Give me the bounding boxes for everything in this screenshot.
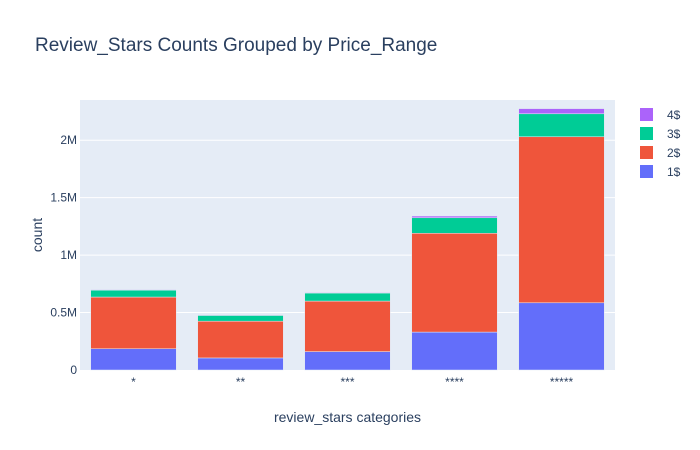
legend-label[interactable]: 3$: [667, 127, 681, 141]
bar-2-series-2[interactable]: [197, 320, 284, 359]
bar-4-series-2[interactable]: [411, 233, 498, 333]
bar-1-series-3[interactable]: [90, 289, 177, 298]
x-axis-title: review_stars categories: [274, 409, 421, 425]
legend-swatch-3[interactable]: [640, 127, 653, 140]
x-tick-label: ***: [340, 375, 354, 389]
y-tick-labels: 0 0.5M 1M 1.5M 2M: [50, 133, 77, 377]
y-tick-label: 1.5M: [50, 191, 77, 205]
legend-label[interactable]: 1$: [667, 165, 681, 179]
bar-3-series-1[interactable]: [304, 351, 391, 371]
bar-4-series-1[interactable]: [411, 331, 498, 371]
bar-3-series-2[interactable]: [304, 300, 391, 352]
bar-2-series-4[interactable]: [197, 314, 284, 316]
x-tick-labels: * ** *** **** *****: [131, 375, 573, 389]
y-tick-label: 0: [70, 363, 77, 377]
x-tick-label: *****: [550, 375, 574, 389]
chart-title: Review_Stars Counts Grouped by Price_Ran…: [35, 35, 437, 56]
bar-5-series-4[interactable]: [518, 108, 605, 115]
bar-5-series-1[interactable]: [518, 302, 605, 371]
x-tick-label: **: [236, 375, 246, 389]
bar-5-series-3[interactable]: [518, 113, 605, 138]
bar-1-series-4[interactable]: [90, 289, 177, 291]
y-axis-title: count: [29, 218, 45, 252]
legend-swatch-2[interactable]: [640, 146, 653, 159]
legend-swatch-4[interactable]: [640, 108, 653, 121]
bar-3-series-4[interactable]: [304, 292, 391, 294]
bar-2-series-1[interactable]: [197, 357, 284, 371]
bar-1-series-2[interactable]: [90, 296, 177, 349]
bar-3-series-3[interactable]: [304, 292, 391, 302]
bar-4-series-4[interactable]: [411, 215, 498, 219]
bar-1-series-1[interactable]: [90, 348, 177, 371]
bar-5-series-2[interactable]: [518, 136, 605, 304]
legend-swatch-1[interactable]: [640, 165, 653, 178]
bar-2-series-3[interactable]: [197, 315, 284, 322]
y-tick-label: 2M: [60, 133, 77, 147]
legend-label[interactable]: 4$: [667, 108, 681, 122]
y-tick-label: 1M: [60, 248, 77, 262]
y-tick-label: 0.5M: [50, 306, 77, 320]
x-tick-label: ****: [445, 375, 464, 389]
x-tick-label: *: [131, 375, 136, 389]
legend-label[interactable]: 2$: [667, 146, 681, 160]
bar-4-series-3[interactable]: [411, 217, 498, 234]
bars: [90, 108, 605, 371]
legend: 4$ 3$ 2$ 1$: [640, 108, 681, 179]
